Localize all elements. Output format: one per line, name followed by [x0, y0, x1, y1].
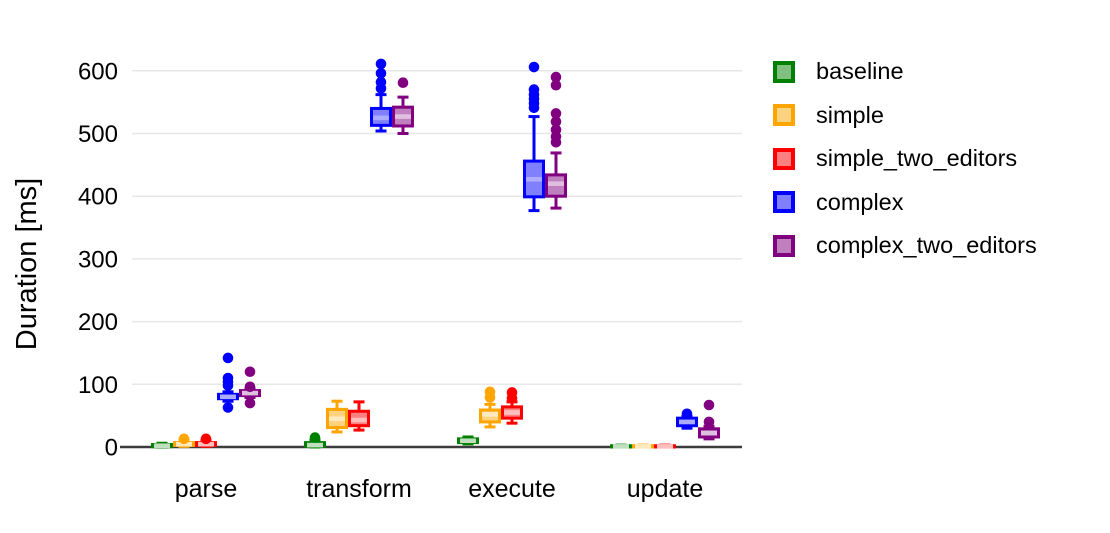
- median-simple_two_editors-execute: [504, 410, 520, 415]
- median-complex_two_editors-parse: [242, 390, 258, 396]
- median-complex-update: [679, 419, 695, 425]
- median-complex-execute: [526, 176, 542, 182]
- legend-swatch-complex_two_editors: [773, 234, 795, 257]
- median-baseline-execute: [460, 438, 476, 444]
- legend-item-simple: simple: [773, 94, 1037, 138]
- outlier-dot-complex_two_editors-execute-6: [550, 136, 562, 148]
- median-baseline-update: [613, 444, 629, 449]
- median-simple-transform: [329, 416, 345, 422]
- outlier-dot-complex_two_editors-execute-0: [550, 71, 562, 83]
- outlier-dot-complex-parse-0: [222, 352, 234, 364]
- outlier-dot-simple-parse-0: [178, 433, 190, 445]
- outlier-dot-simple-execute-1: [484, 392, 496, 403]
- outlier-dot-baseline-transform-0: [309, 432, 321, 443]
- x-category-label-parse: parse: [175, 475, 238, 503]
- x-category-label-update: update: [627, 475, 703, 503]
- x-category-label-execute: execute: [468, 475, 556, 503]
- outlier-dot-complex_two_editors-parse-2: [244, 397, 256, 409]
- legend-swatch-simple: [773, 104, 795, 127]
- outlier-dot-complex_two_editors-execute-3: [550, 116, 562, 127]
- median-baseline-transform: [307, 442, 323, 448]
- outlier-dot-complex_two_editors-execute-1: [550, 79, 562, 91]
- median-complex_two_editors-transform: [395, 114, 411, 119]
- legend-label-baseline: baseline: [816, 58, 904, 85]
- y-tick-label-200: 200: [78, 309, 118, 336]
- y-tick-label-500: 500: [78, 121, 118, 148]
- outlier-dot-complex-parse-4: [222, 402, 234, 413]
- y-tick-label-100: 100: [78, 372, 118, 399]
- y-tick-label-600: 600: [78, 58, 118, 85]
- y-axis-title: Duration [ms]: [11, 178, 43, 350]
- outlier-dot-complex_two_editors-parse-1: [244, 381, 256, 393]
- median-simple-update: [635, 444, 651, 449]
- median-baseline-parse: [154, 443, 170, 449]
- median-simple_two_editors-transform: [351, 417, 367, 423]
- median-complex_two_editors-execute: [548, 181, 564, 186]
- outlier-dot-complex-execute-0: [528, 61, 540, 73]
- median-simple-parse: [176, 441, 192, 447]
- outlier-dot-simple_two_editors-parse-0: [200, 433, 212, 445]
- outlier-dot-complex_two_editors-update-0: [703, 399, 715, 411]
- legend-label-complex: complex: [816, 188, 904, 215]
- outlier-dot-complex_two_editors-execute-2: [550, 108, 562, 119]
- outlier-dot-complex-transform-0: [375, 58, 387, 70]
- legend-swatch-baseline: [773, 60, 795, 83]
- outlier-dot-simple_two_editors-execute-1: [506, 392, 518, 404]
- legend-item-complex: complex: [773, 181, 1037, 225]
- legend-item-simple_two_editors: simple_two_editors: [773, 137, 1037, 181]
- legend-swatch-simple_two_editors: [773, 147, 795, 170]
- legend-label-simple: simple: [816, 101, 884, 128]
- outlier-dot-complex_two_editors-parse-0: [244, 366, 256, 378]
- median-simple_two_editors-update: [657, 444, 673, 449]
- outlier-dot-complex-transform-3: [375, 83, 387, 94]
- outlier-dot-complex-update-0: [681, 408, 693, 420]
- legend-label-simple_two_editors: simple_two_editors: [816, 145, 1018, 172]
- median-complex-parse: [220, 394, 236, 400]
- median-complex-transform: [373, 115, 389, 121]
- legend-label-complex_two_editors: complex_two_editors: [816, 232, 1037, 259]
- y-tick-label-400: 400: [78, 184, 118, 211]
- outlier-dot-complex_two_editors-update-1: [703, 416, 715, 428]
- y-tick-label-0: 0: [105, 435, 118, 462]
- legend-item-complex_two_editors: complex_two_editors: [773, 224, 1037, 268]
- outlier-dot-complex-parse-3: [222, 380, 234, 391]
- median-simple-execute: [482, 412, 498, 417]
- median-simple_two_editors-parse: [198, 441, 214, 447]
- outlier-dot-complex-execute-5: [528, 102, 540, 114]
- y-tick-label-300: 300: [78, 246, 118, 273]
- outlier-dot-complex-transform-1: [375, 68, 387, 79]
- legend-item-baseline: baseline: [773, 50, 1037, 94]
- x-category-label-transform: transform: [306, 475, 412, 503]
- median-complex_two_editors-update: [701, 430, 717, 436]
- legend-swatch-complex: [773, 191, 795, 214]
- outlier-dot-complex_two_editors-transform-0: [397, 77, 409, 89]
